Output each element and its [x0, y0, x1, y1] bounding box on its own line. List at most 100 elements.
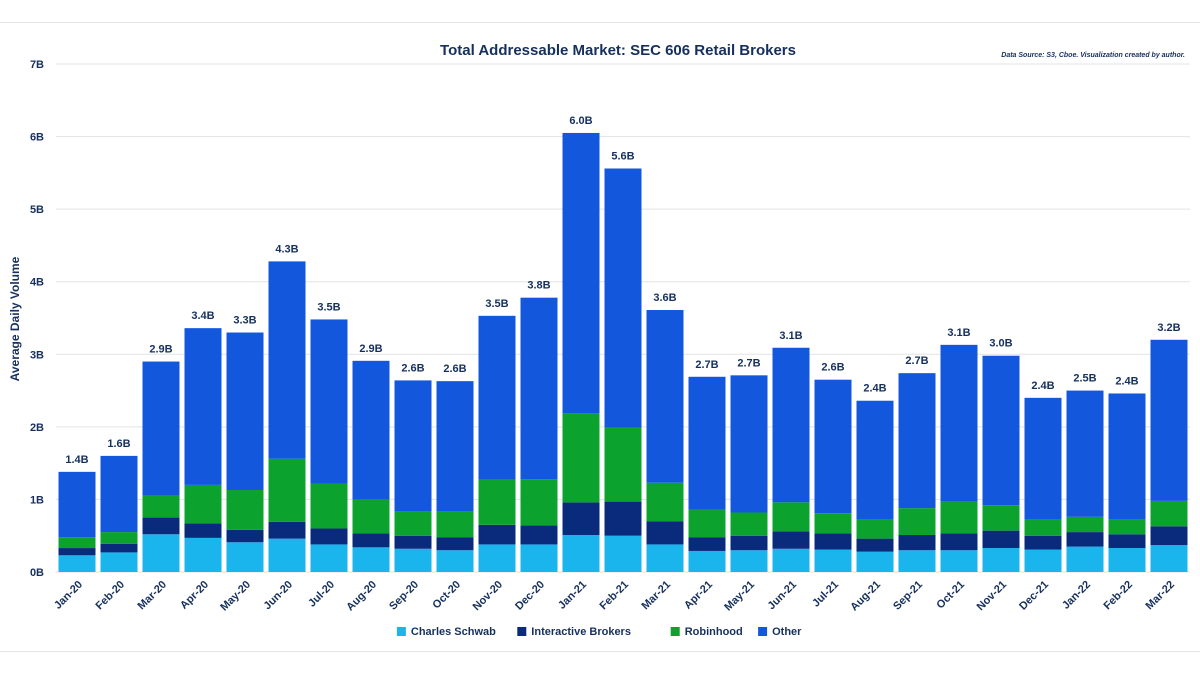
bar-total-label: 2.4B: [863, 383, 886, 395]
bar-segment-robinhood: [58, 537, 96, 549]
bar-segment-robinhood: [1108, 519, 1146, 535]
x-tick-label: Oct-20: [430, 579, 463, 612]
bar-segment-other: [1108, 393, 1146, 520]
bar-segment-robinhood: [856, 519, 894, 539]
bar-segment-other: [58, 471, 96, 538]
bar-segment-robinhood: [436, 511, 474, 538]
bar-segment-robinhood: [1066, 516, 1104, 533]
bar-total-label: 2.4B: [1031, 380, 1054, 392]
bar-segment-robinhood: [1150, 500, 1188, 527]
bar-segment-charles-schwab: [688, 550, 726, 572]
bar-total-label: 1.6B: [107, 438, 130, 450]
bar-segment-robinhood: [730, 512, 768, 536]
legend-label: Charles Schwab: [411, 626, 496, 638]
chart-title: Total Addressable Market: SEC 606 Retail…: [440, 42, 796, 59]
bar-total-label: 2.7B: [905, 355, 928, 367]
bar-segment-robinhood: [268, 458, 306, 522]
bar-segment-charles-schwab: [1150, 545, 1188, 572]
x-tick-label: Feb-22: [1102, 579, 1136, 613]
top-divider: [0, 22, 1200, 23]
y-tick-label: 5B: [30, 204, 44, 216]
data-source-note: Data Source: S3, Cboe. Visualization cre…: [1001, 52, 1185, 59]
x-tick-label: Apr-21: [682, 579, 715, 612]
bar-segment-interactive-brokers: [310, 528, 348, 545]
bar-segment-other: [772, 347, 810, 503]
bar-segment-other: [646, 310, 684, 483]
bar-segment-charles-schwab: [562, 534, 600, 572]
bar-segment-other: [898, 373, 936, 509]
bar-segment-other: [394, 380, 432, 512]
bar-segment-robinhood: [982, 505, 1020, 531]
x-tick-label: Oct-21: [934, 579, 967, 612]
bar-total-label: 5.6B: [611, 151, 634, 163]
bar-segment-interactive-brokers: [646, 521, 684, 545]
bar-total-label: 2.6B: [443, 363, 466, 375]
bar-segment-robinhood: [646, 482, 684, 522]
bar-segment-robinhood: [352, 499, 390, 534]
x-tick-label: Jul-21: [810, 579, 841, 610]
bar-segment-other: [520, 297, 558, 480]
bar-segment-charles-schwab: [268, 538, 306, 572]
bar-segment-robinhood: [898, 508, 936, 535]
legend-swatch: [396, 627, 406, 636]
x-tick-label: May-20: [218, 579, 253, 614]
bar-segment-charles-schwab: [520, 544, 558, 572]
bar-segment-charles-schwab: [226, 542, 264, 572]
bar-segment-robinhood: [478, 479, 516, 525]
x-tick-label: Sep-21: [891, 579, 925, 613]
bar-total-label: 2.7B: [695, 359, 718, 371]
bar-segment-other: [856, 400, 894, 520]
bar-segment-other: [436, 381, 474, 512]
bar-segment-charles-schwab: [1024, 549, 1062, 572]
bar-segment-other: [478, 315, 516, 480]
bar-segment-interactive-brokers: [562, 502, 600, 535]
bar-segment-charles-schwab: [184, 537, 222, 572]
bar-total-label: 2.9B: [359, 343, 382, 355]
bar-segment-interactive-brokers: [814, 533, 852, 550]
y-tick-label: 1B: [30, 494, 44, 506]
x-tick-label: Apr-20: [178, 579, 211, 612]
bar-segment-interactive-brokers: [1108, 534, 1146, 549]
bar-total-label: 2.7B: [737, 357, 760, 369]
bar-segment-robinhood: [1024, 519, 1062, 536]
bar-total-label: 6.0B: [569, 115, 592, 127]
bar-segment-other: [940, 344, 978, 502]
y-axis-label: Average Daily Volume: [8, 256, 22, 381]
bar-segment-charles-schwab: [856, 551, 894, 572]
bar-segment-interactive-brokers: [604, 501, 642, 536]
y-tick-label: 4B: [30, 277, 44, 289]
y-axis-ticks: 0B 1B 2B 3B 4B 5B 6B 7B: [30, 59, 44, 579]
bar-segment-interactive-brokers: [982, 530, 1020, 549]
bar-segment-charles-schwab: [646, 544, 684, 572]
bar-segment-interactive-brokers: [688, 537, 726, 551]
y-tick-label: 3B: [30, 349, 44, 361]
bar-segment-other: [352, 360, 390, 500]
bar-segment-interactive-brokers: [436, 537, 474, 551]
bar-segment-other: [226, 332, 264, 490]
x-axis-ticks: Jan-20 Feb-20 Mar-20 Apr-20 May-20 Jun-20 Jul-…: [52, 579, 1177, 614]
x-tick-label: May-21: [722, 579, 757, 614]
bar-segment-interactive-brokers: [142, 517, 180, 535]
bar-segment-robinhood: [604, 427, 642, 502]
x-tick-label: Feb-20: [94, 579, 128, 613]
bottom-divider: [0, 651, 1200, 652]
bar-segment-interactive-brokers: [1150, 526, 1188, 546]
bar-total-label: 2.5B: [1073, 373, 1096, 385]
bar-segment-charles-schwab: [478, 544, 516, 572]
bar-segment-interactive-brokers: [478, 524, 516, 545]
bar-segment-charles-schwab: [730, 550, 768, 572]
bar-total-label: 2.6B: [401, 362, 424, 374]
bar-total-label: 3.4B: [191, 310, 214, 322]
bar-segment-charles-schwab: [898, 550, 936, 572]
y-tick-label: 7B: [30, 59, 44, 71]
bar-segment-charles-schwab: [604, 535, 642, 572]
legend: Charles Schwab Interactive Brokers Robinho…: [396, 626, 802, 638]
bar-segment-robinhood: [688, 509, 726, 538]
x-tick-label: Jan-20: [52, 579, 85, 612]
bar-segment-other: [604, 168, 642, 428]
bar-segment-charles-schwab: [394, 548, 432, 572]
bar-segment-interactive-brokers: [730, 535, 768, 551]
bar-total-label: 4.3B: [275, 243, 298, 255]
bar-segment-robinhood: [562, 413, 600, 503]
bar-total-label: 3.2B: [1157, 322, 1180, 334]
